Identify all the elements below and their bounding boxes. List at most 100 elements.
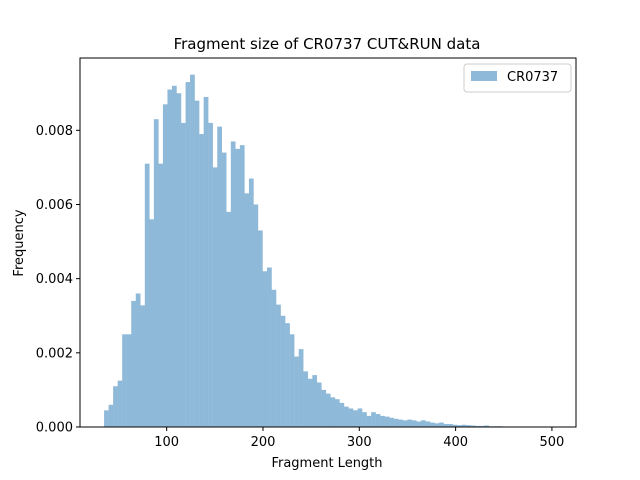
histogram-bar bbox=[484, 425, 490, 427]
histogram-bar bbox=[108, 404, 114, 427]
y-tick-label: 0.004 bbox=[36, 272, 73, 287]
histogram-bar bbox=[366, 415, 372, 427]
histogram-bar bbox=[117, 380, 123, 427]
histogram-bar bbox=[144, 163, 150, 427]
histogram-bar bbox=[389, 417, 394, 427]
histogram-bar bbox=[248, 178, 254, 427]
histogram-bar bbox=[466, 425, 471, 427]
histogram-bar bbox=[194, 100, 200, 428]
histogram-bar bbox=[303, 371, 308, 427]
histogram-bar bbox=[235, 148, 241, 428]
legend-entry: CR0737 bbox=[507, 70, 558, 85]
histogram-bar bbox=[239, 145, 245, 427]
x-tick-label: 100 bbox=[154, 435, 179, 450]
histogram-bar bbox=[230, 141, 236, 427]
histogram-bar bbox=[221, 152, 227, 427]
y-tick-label: 0.002 bbox=[36, 346, 73, 361]
histogram-bar bbox=[158, 163, 164, 427]
x-axis-label: Fragment Length bbox=[271, 456, 382, 471]
histogram-bar bbox=[149, 219, 155, 427]
histogram-bar bbox=[448, 424, 453, 427]
y-axis-label: Frequency bbox=[12, 209, 27, 276]
histogram-bar bbox=[244, 193, 250, 427]
plot-frame bbox=[79, 57, 577, 428]
y-tick-label: 0.006 bbox=[36, 198, 73, 213]
histogram-bar bbox=[452, 424, 458, 427]
histogram-bar bbox=[357, 408, 363, 427]
histogram-bar bbox=[479, 425, 485, 427]
y-tick-label: 0.000 bbox=[36, 421, 73, 436]
histogram-bar bbox=[267, 267, 272, 427]
histogram-bar bbox=[371, 412, 376, 427]
chart-title: Fragment size of CR0737 CUT&RUN data bbox=[174, 35, 481, 53]
histogram-bar bbox=[217, 126, 222, 428]
histogram-bar bbox=[294, 356, 299, 427]
histogram-bar bbox=[312, 375, 318, 427]
histogram-bar bbox=[262, 271, 268, 427]
x-tick-label: 400 bbox=[443, 435, 468, 450]
x-tick-label: 500 bbox=[540, 435, 565, 450]
histogram-bar bbox=[325, 393, 331, 427]
histogram-bar bbox=[402, 420, 408, 427]
histogram-bar bbox=[226, 211, 232, 427]
histogram-bar bbox=[280, 315, 286, 427]
histogram-bar bbox=[131, 300, 136, 427]
histogram-bar bbox=[122, 334, 127, 427]
histogram-bar bbox=[411, 420, 417, 427]
histogram-bar bbox=[307, 378, 313, 427]
histogram-bar bbox=[398, 419, 404, 427]
histogram-bars bbox=[104, 74, 539, 428]
histogram-bar bbox=[429, 422, 435, 427]
histogram-bar bbox=[343, 406, 349, 427]
histogram-bar bbox=[257, 230, 263, 427]
histogram-bar bbox=[334, 399, 340, 427]
histogram-bar bbox=[298, 349, 304, 427]
histogram-bar bbox=[475, 425, 480, 427]
x-tick-label: 300 bbox=[347, 435, 372, 450]
histogram-bar bbox=[203, 96, 209, 427]
histogram-bar bbox=[321, 389, 327, 427]
histogram-bar bbox=[135, 293, 141, 427]
histogram-bar bbox=[253, 204, 259, 427]
histogram-bar bbox=[470, 425, 476, 427]
histogram-bar bbox=[439, 422, 444, 427]
histogram-bar bbox=[190, 74, 195, 427]
histogram-bar bbox=[162, 104, 168, 428]
histogram-bar bbox=[289, 334, 295, 427]
histogram-bar bbox=[339, 402, 345, 427]
histogram-bar bbox=[140, 305, 146, 427]
histogram-bar bbox=[113, 386, 118, 427]
histogram-bar bbox=[126, 334, 132, 427]
histogram-bar bbox=[443, 424, 449, 427]
histogram-bar bbox=[353, 410, 358, 427]
legend-swatch bbox=[471, 71, 497, 81]
histogram-bar bbox=[348, 408, 354, 427]
histogram-bar bbox=[393, 418, 399, 427]
histogram-bar bbox=[153, 119, 159, 427]
histogram-bar bbox=[176, 93, 182, 427]
histogram-bar bbox=[420, 420, 426, 427]
histogram-bar bbox=[407, 419, 413, 427]
histogram-bar bbox=[276, 304, 281, 427]
histogram-bar bbox=[461, 424, 467, 427]
histogram-bar bbox=[171, 85, 177, 427]
histogram-bar bbox=[185, 82, 191, 428]
histogram-bar bbox=[330, 397, 336, 427]
histogram-bar bbox=[375, 414, 381, 427]
y-tick-label: 0.008 bbox=[36, 124, 73, 139]
histogram-bar bbox=[104, 410, 109, 427]
histogram-bar bbox=[434, 423, 440, 427]
histogram-bar bbox=[384, 416, 390, 427]
histogram-bar bbox=[362, 412, 367, 427]
histogram-bar bbox=[212, 167, 218, 427]
histogram-bar bbox=[167, 89, 173, 428]
y-axis-ticks: 0.000 0.002 0.004 0.006 0.008 bbox=[36, 124, 80, 436]
axes bbox=[79, 57, 577, 428]
histogram-bar bbox=[457, 425, 462, 427]
histogram-bar bbox=[181, 122, 186, 428]
histogram-bar bbox=[199, 134, 204, 427]
histogram-bar bbox=[285, 323, 290, 427]
histogram-bar bbox=[425, 421, 431, 427]
histogram-bar bbox=[271, 289, 277, 427]
